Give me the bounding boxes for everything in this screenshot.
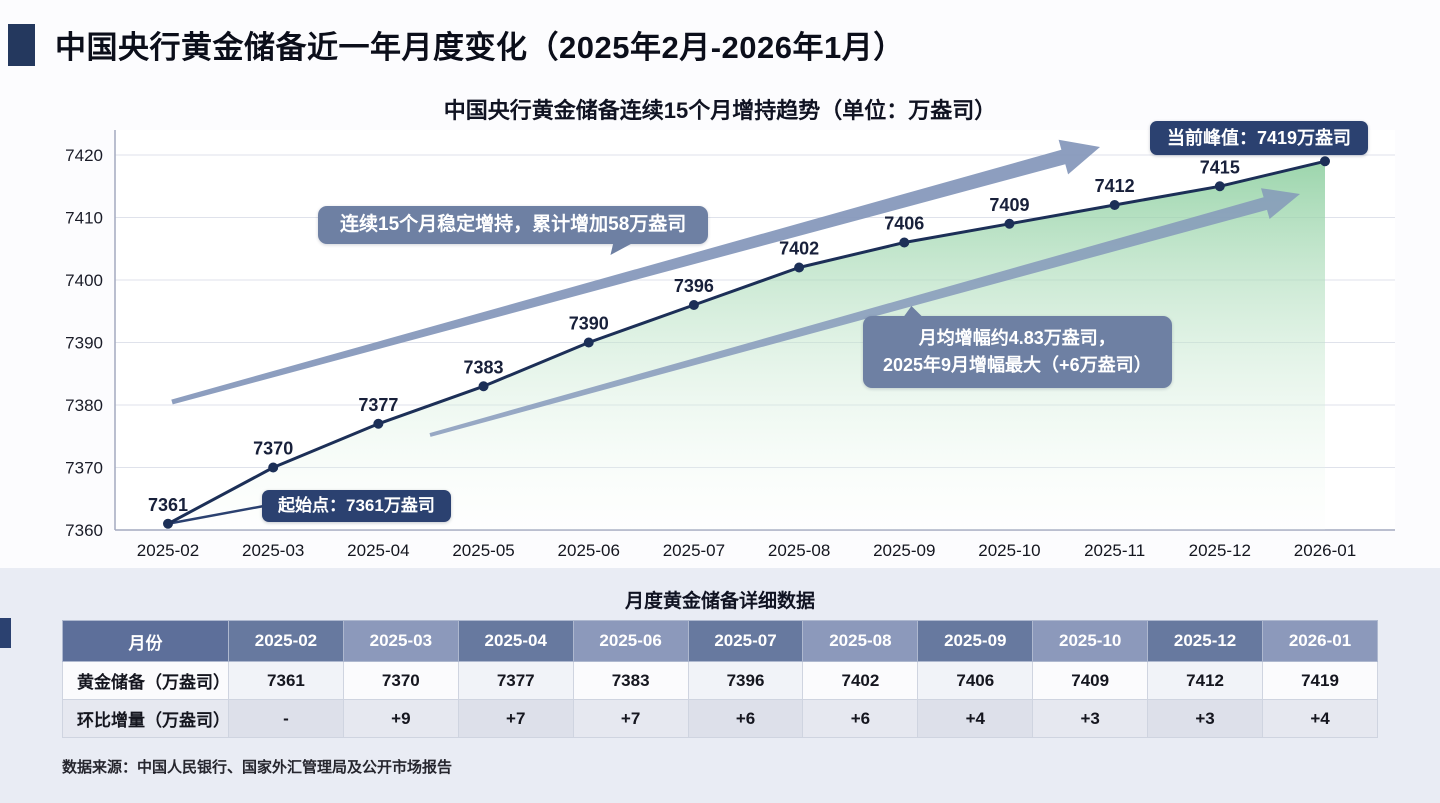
table-month-header: 2025-03 bbox=[342, 620, 459, 662]
table-month-header: 2026-01 bbox=[1262, 620, 1378, 662]
point-value-label: 7409 bbox=[989, 195, 1029, 215]
table-cell: +6 bbox=[687, 699, 804, 738]
table-cell: +4 bbox=[917, 699, 1034, 738]
data-point bbox=[1004, 218, 1015, 229]
x-tick-label: 2025-07 bbox=[663, 541, 725, 560]
x-tick-label: 2025-09 bbox=[873, 541, 935, 560]
table-cell: 7396 bbox=[687, 661, 804, 700]
y-tick-label: 7420 bbox=[65, 146, 103, 165]
data-point bbox=[268, 462, 279, 473]
point-value-label: 7406 bbox=[884, 214, 924, 234]
table-corner-header: 月份 bbox=[62, 620, 229, 662]
data-point bbox=[1320, 156, 1330, 167]
x-tick-label: 2025-02 bbox=[137, 541, 199, 560]
x-tick-label: 2025-03 bbox=[242, 541, 304, 560]
table-cell: 7370 bbox=[342, 661, 459, 700]
peak-annotation-badge: 当前峰值：7419万盎司 bbox=[1150, 121, 1369, 155]
table-cell: +3 bbox=[1147, 699, 1264, 738]
x-tick-label: 2025-04 bbox=[347, 541, 409, 560]
y-tick-label: 7370 bbox=[65, 459, 103, 478]
trend-arrow-icon bbox=[171, 139, 1101, 405]
point-value-label: 7383 bbox=[464, 357, 504, 377]
table-cell: 7412 bbox=[1147, 661, 1264, 700]
data-point bbox=[478, 381, 489, 392]
start-connector-line bbox=[167, 504, 265, 525]
table-cell: +9 bbox=[342, 699, 459, 738]
data-point bbox=[373, 418, 384, 429]
data-point bbox=[1214, 181, 1225, 192]
point-value-label: 7390 bbox=[569, 314, 609, 334]
x-tick-label: 2025-06 bbox=[558, 541, 620, 560]
data-point bbox=[583, 337, 594, 348]
table-cell: +4 bbox=[1262, 699, 1378, 738]
table-cell: +7 bbox=[572, 699, 689, 738]
table-month-header: 2025-09 bbox=[917, 620, 1034, 662]
avg-annotation-line1: 月均增幅约4.83万盎司， bbox=[918, 328, 1116, 348]
page-title: 中国央行黄金储备近一年月度变化（2025年2月-2026年1月） bbox=[55, 30, 905, 65]
table-cell: +6 bbox=[802, 699, 919, 738]
data-point bbox=[163, 518, 173, 529]
table-title: 月度黄金储备详细数据 bbox=[624, 591, 815, 612]
trend-annotation-text: 连续15个月稳定增持，累计增加58万盎司 bbox=[340, 214, 687, 235]
table-month-header: 2025-04 bbox=[457, 620, 574, 662]
data-point bbox=[899, 237, 910, 248]
table-cell: 7406 bbox=[917, 661, 1034, 700]
x-tick-label: 2025-11 bbox=[1084, 541, 1145, 560]
table-header-row: 月份 2025-02 2025-03 2025-04 2025-06 2025-07 202… bbox=[62, 620, 1378, 662]
table-cell: 7419 bbox=[1262, 661, 1378, 700]
trend-arrow-icon bbox=[429, 188, 1300, 437]
start-annotation-badge: 起始点：7361万盎司 bbox=[262, 490, 451, 522]
x-tick-label: 2025-10 bbox=[978, 541, 1040, 560]
table-cell: +3 bbox=[1032, 699, 1149, 738]
gold-reserve-table: 月份 2025-02 2025-03 2025-04 2025-06 2025-07 202… bbox=[62, 620, 1378, 738]
x-tick-label: 2025-12 bbox=[1189, 541, 1251, 560]
table-month-header: 2025-10 bbox=[1032, 620, 1149, 662]
reserve-line bbox=[167, 159, 1326, 526]
table-cell: 7409 bbox=[1032, 661, 1149, 700]
point-value-label: 7361 bbox=[148, 495, 188, 515]
point-value-label: 7396 bbox=[674, 276, 714, 296]
trend-annotation-badge: 连续15个月稳定增持，累计增加58万盎司 bbox=[318, 206, 709, 255]
point-value-label: 7370 bbox=[253, 439, 293, 459]
table-cell: - bbox=[228, 699, 344, 738]
point-value-label: 7402 bbox=[779, 239, 819, 259]
table-month-header: 2025-08 bbox=[802, 620, 919, 662]
y-tick-label: 7360 bbox=[65, 521, 103, 540]
data-source-note: 数据来源：中国人民银行、国家外汇管理局及公开市场报告 bbox=[62, 759, 453, 776]
x-tick-label: 2026-01 bbox=[1294, 541, 1356, 560]
page-header: 中国央行黄金储备近一年月度变化（2025年2月-2026年1月） bbox=[8, 22, 905, 67]
avg-increase-annotation-badge: 月均增幅约4.83万盎司， 2025年9月增幅最大（+6万盎司） bbox=[863, 306, 1172, 388]
avg-annotation-line2: 2025年9月增幅最大（+6万盎司） bbox=[883, 355, 1152, 375]
table-month-header: 2025-06 bbox=[572, 620, 689, 662]
point-value-label: 7377 bbox=[358, 395, 398, 415]
decor-square bbox=[0, 618, 11, 648]
gold-reserve-trend-chart: 7360 7370 7380 7390 7400 7410 7420 2025-02 2025-… bbox=[65, 130, 1395, 560]
y-tick-label: 7390 bbox=[65, 334, 103, 353]
table-cell: 7402 bbox=[802, 661, 919, 700]
y-tick-label: 7410 bbox=[65, 209, 103, 228]
table-cell: 7383 bbox=[572, 661, 689, 700]
table-month-header: 2025-12 bbox=[1147, 620, 1264, 662]
data-point bbox=[794, 262, 805, 273]
table-row-reserve: 黄金储备（万盎司） 7361 7370 7377 7383 7396 7402 7406 740… bbox=[62, 661, 1378, 700]
table-month-header: 2025-02 bbox=[228, 620, 344, 662]
y-tick-label: 7380 bbox=[65, 396, 103, 415]
table-month-header: 2025-07 bbox=[687, 620, 804, 662]
table-row-label: 环比增量（万盎司） bbox=[62, 699, 230, 738]
point-value-label: 7412 bbox=[1095, 176, 1135, 196]
y-tick-label: 7400 bbox=[65, 271, 103, 290]
data-point bbox=[688, 300, 699, 310]
point-value-label: 7415 bbox=[1200, 157, 1240, 177]
data-point bbox=[1109, 200, 1120, 210]
x-tick-label: 2025-08 bbox=[768, 541, 830, 560]
table-cell: +7 bbox=[457, 699, 574, 738]
table-cell: 7361 bbox=[228, 661, 344, 700]
table-cell: 7377 bbox=[457, 661, 574, 700]
x-tick-label: 2025-05 bbox=[452, 541, 514, 560]
title-accent-square bbox=[8, 23, 35, 66]
chart-title: 中国央行黄金储备连续15个月增持趋势（单位：万盎司） bbox=[443, 98, 997, 123]
table-row-label: 黄金储备（万盎司） bbox=[62, 661, 230, 700]
table-row-increment: 环比增量（万盎司） - +9 +7 +7 +6 +6 +4 +3 +3 +4 bbox=[62, 699, 1378, 738]
